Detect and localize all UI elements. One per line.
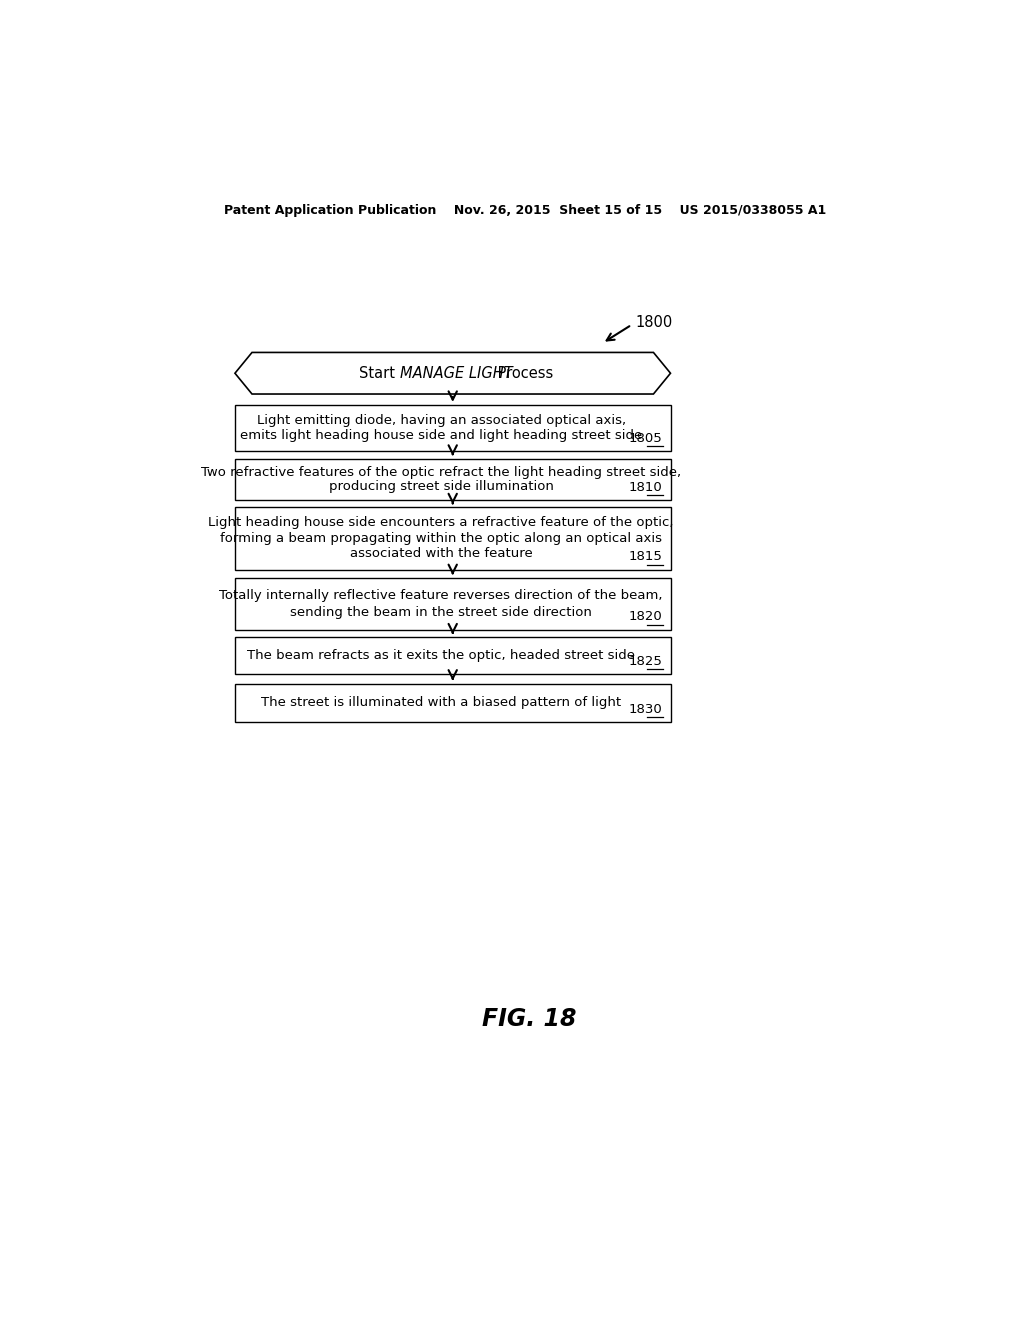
Text: producing street side illumination: producing street side illumination	[329, 480, 554, 492]
Text: emits light heading house side and light heading street side: emits light heading house side and light…	[240, 429, 642, 442]
Text: The street is illuminated with a biased pattern of light: The street is illuminated with a biased …	[261, 696, 622, 709]
Text: associated with the feature: associated with the feature	[350, 548, 532, 561]
Text: MANAGE LIGHT: MANAGE LIGHT	[400, 366, 513, 380]
Text: 1825: 1825	[629, 655, 663, 668]
Text: 1810: 1810	[629, 480, 663, 494]
FancyBboxPatch shape	[234, 684, 671, 722]
Text: Two refractive features of the optic refract the light heading street side,: Two refractive features of the optic ref…	[201, 466, 681, 479]
Text: Process: Process	[493, 366, 553, 380]
Text: FIG. 18: FIG. 18	[482, 1007, 577, 1031]
FancyBboxPatch shape	[234, 507, 671, 570]
FancyBboxPatch shape	[234, 638, 671, 675]
FancyBboxPatch shape	[234, 459, 671, 500]
Text: sending the beam in the street side direction: sending the beam in the street side dire…	[290, 606, 592, 619]
Text: Light emitting diode, having an associated optical axis,: Light emitting diode, having an associat…	[257, 413, 626, 426]
Text: 1800: 1800	[636, 315, 673, 330]
Text: Totally internally reflective feature reverses direction of the beam,: Totally internally reflective feature re…	[219, 589, 663, 602]
FancyBboxPatch shape	[234, 578, 671, 630]
Text: Light heading house side encounters a refractive feature of the optic,: Light heading house side encounters a re…	[208, 516, 674, 529]
Text: 1805: 1805	[629, 432, 663, 445]
Text: 1820: 1820	[629, 610, 663, 623]
Text: Patent Application Publication    Nov. 26, 2015  Sheet 15 of 15    US 2015/03380: Patent Application Publication Nov. 26, …	[223, 205, 826, 218]
Text: 1830: 1830	[629, 702, 663, 715]
Text: Start: Start	[359, 366, 400, 380]
Text: The beam refracts as it exits the optic, headed street side: The beam refracts as it exits the optic,…	[247, 649, 635, 663]
Text: 1815: 1815	[629, 550, 663, 564]
Text: forming a beam propagating within the optic along an optical axis: forming a beam propagating within the op…	[220, 532, 663, 545]
FancyBboxPatch shape	[234, 405, 671, 451]
